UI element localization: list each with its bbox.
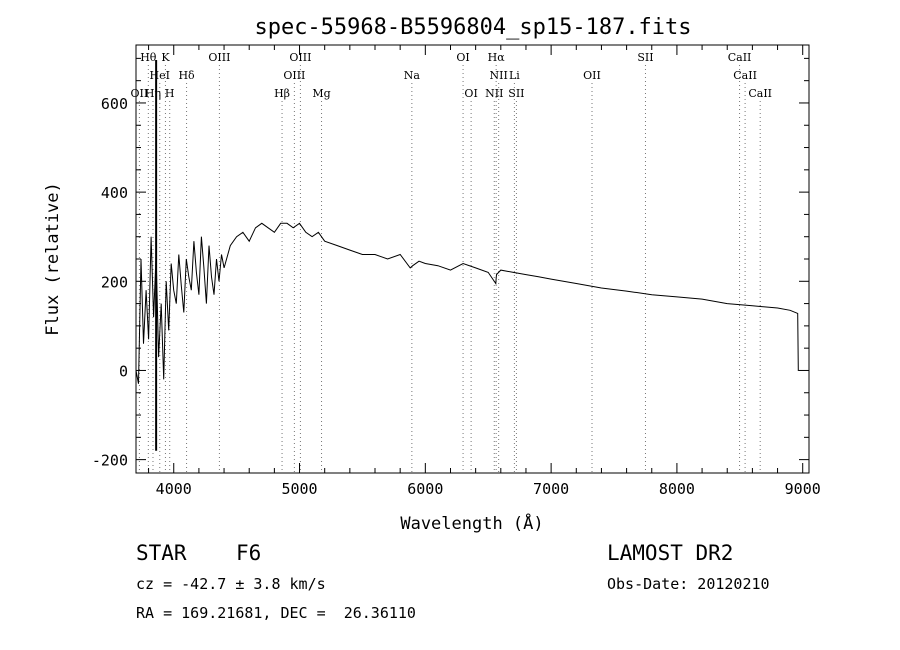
spectrum-line <box>135 222 799 384</box>
line-label: HeI <box>150 69 170 82</box>
line-label: Li <box>509 69 520 82</box>
x-tick-label: 9000 <box>785 480 821 498</box>
x-tick-label: 6000 <box>407 480 443 498</box>
plot-frame <box>135 44 810 474</box>
y-tick-label: -200 <box>92 452 128 470</box>
object-subclass: F6 <box>236 541 262 565</box>
x-tick-label: 8000 <box>659 480 695 498</box>
line-label: Na <box>404 69 421 82</box>
line-label: OIII <box>289 51 311 64</box>
chart-title: spec-55968-B5596804_sp15-187.fits <box>254 15 691 40</box>
line-label: OII <box>131 87 149 100</box>
line-label: Hη <box>145 87 161 100</box>
line-label: Hθ <box>140 51 157 64</box>
line-label: OII <box>583 69 601 82</box>
obs-date-text: Obs-Date: 20120210 <box>607 575 770 593</box>
coordinates-text: RA = 169.21681, DEC = 26.36110 <box>136 604 416 622</box>
line-label: K <box>161 51 170 64</box>
y-tick-label: 0 <box>119 362 128 380</box>
line-label: Mg <box>312 87 330 100</box>
line-label: CaII <box>748 87 772 100</box>
x-axis-label: Wavelength (Å) <box>400 512 543 534</box>
line-label: OIII <box>208 51 230 64</box>
line-label: NII <box>485 87 503 100</box>
x-tick-label: 5000 <box>281 480 317 498</box>
y-axis-label: Flux (relative) <box>43 182 63 336</box>
y-tick-label: 400 <box>101 184 128 202</box>
line-label: OI <box>456 51 469 64</box>
line-label: CaII <box>728 51 752 64</box>
x-tick-label: 4000 <box>156 480 192 498</box>
y-tick-label: 600 <box>101 95 128 113</box>
line-label: OIII <box>283 69 305 82</box>
survey-name: LAMOST DR2 <box>607 541 734 565</box>
line-label: OI <box>464 87 477 100</box>
line-label: H <box>165 87 175 100</box>
line-label: CaII <box>733 69 757 82</box>
redshift-text: cz = -42.7 ± 3.8 km/s <box>136 575 326 593</box>
x-tick-label: 7000 <box>533 480 569 498</box>
line-label: SII <box>637 51 653 64</box>
line-label: Hβ <box>274 87 290 100</box>
line-label: Hα <box>488 51 506 64</box>
object-class: STAR <box>136 541 187 565</box>
line-label: SII <box>508 87 524 100</box>
line-label: NII <box>490 69 508 82</box>
y-tick-label: 200 <box>101 273 128 291</box>
line-label: Hδ <box>178 69 195 82</box>
